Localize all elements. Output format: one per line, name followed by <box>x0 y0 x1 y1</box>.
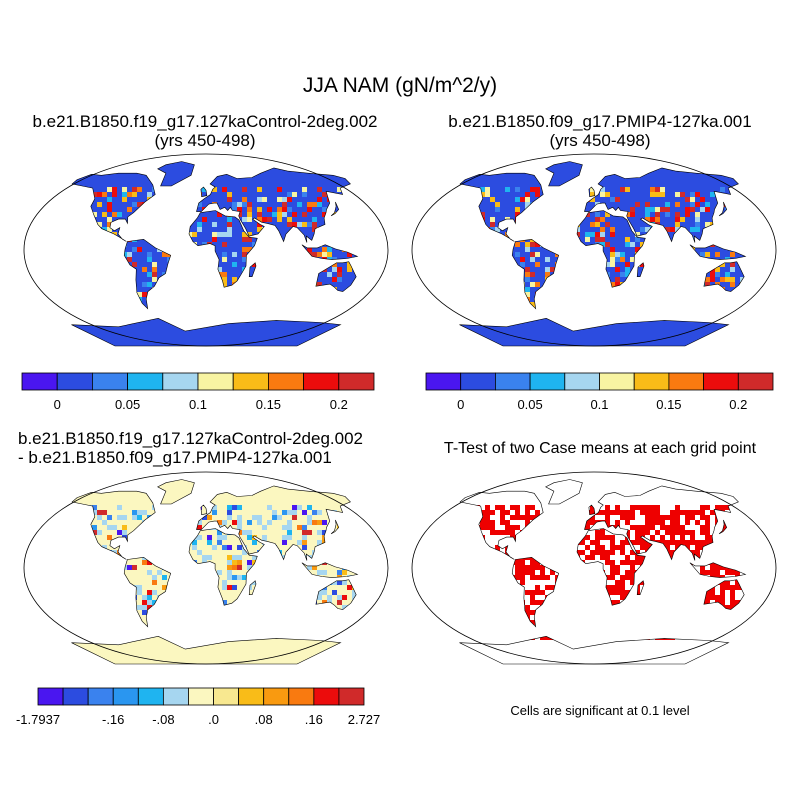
colorbar-difference: -1.7937 -.16 -.08 .0 .08 .16 2.727 <box>16 687 380 727</box>
panel-4-title: T-Test of two Case means at each grid po… <box>400 439 800 458</box>
colorbar-tick-label: 0.2 <box>330 397 348 412</box>
panel-1-title-line2: (yrs 450-498) <box>154 131 256 150</box>
map-panel-ttest <box>411 471 777 665</box>
panel-2-title-line1: b.e21.B1850.f09_g17.PMIP4-127ka.001 <box>448 112 752 131</box>
panel-3-title-line2: - b.e21.B1850.f09_g17.PMIP4-127ka.001 <box>18 448 332 467</box>
panel-1-title: b.e21.B1850.f19_g17.127kaControl-2deg.00… <box>0 112 410 150</box>
colorbar-tick-label: 0.05 <box>517 397 542 412</box>
colorbar-tick-label: 0.2 <box>729 397 747 412</box>
panel-1-title-line1: b.e21.B1850.f19_g17.127kaControl-2deg.00… <box>32 112 378 131</box>
panel-2-title-line2: (yrs 450-498) <box>549 131 651 150</box>
colorbar-tick-label: 0.15 <box>656 397 681 412</box>
significance-note: Cells are significant at 0.1 level <box>510 703 690 718</box>
colorbar-control: 0 0.05 0.1 0.15 0.2 <box>21 372 375 412</box>
colorbar-pmip4: 0 0.05 0.1 0.15 0.2 <box>425 372 774 412</box>
colorbar-tick-label: -.16 <box>102 712 124 727</box>
colorbar-tick-label: 0.15 <box>256 397 281 412</box>
colorbar-tick-label: .0 <box>208 712 219 727</box>
colorbar-tick-label: 0.1 <box>189 397 207 412</box>
figure-title: JJA NAM (gN/m^2/y) <box>302 74 498 97</box>
map-panel-control <box>23 153 389 347</box>
panel-2-title: b.e21.B1850.f09_g17.PMIP4-127ka.001 (yrs… <box>400 112 800 150</box>
panel-4-title-line1: T-Test of two Case means at each grid po… <box>443 440 757 457</box>
map-panel-difference <box>23 471 389 665</box>
colorbar-tick-label: .08 <box>255 712 273 727</box>
colorbar-tick-label: 2.727 <box>348 712 381 727</box>
colorbar-tick-label: 0.05 <box>115 397 140 412</box>
panel-3-title-line1: b.e21.B1850.f19_g17.127kaControl-2deg.00… <box>18 429 364 448</box>
colorbar-tick-label: 0 <box>457 397 464 412</box>
panel-3-title: b.e21.B1850.f19_g17.127kaControl-2deg.00… <box>0 429 400 467</box>
map-panel-pmip4 <box>411 153 777 347</box>
colorbar-tick-label: 0 <box>54 397 61 412</box>
colorbar-tick-label: -1.7937 <box>16 712 60 727</box>
colorbar-tick-label: 0.1 <box>590 397 608 412</box>
colorbar-tick-label: .16 <box>305 712 323 727</box>
colorbar-tick-label: -.08 <box>152 712 174 727</box>
